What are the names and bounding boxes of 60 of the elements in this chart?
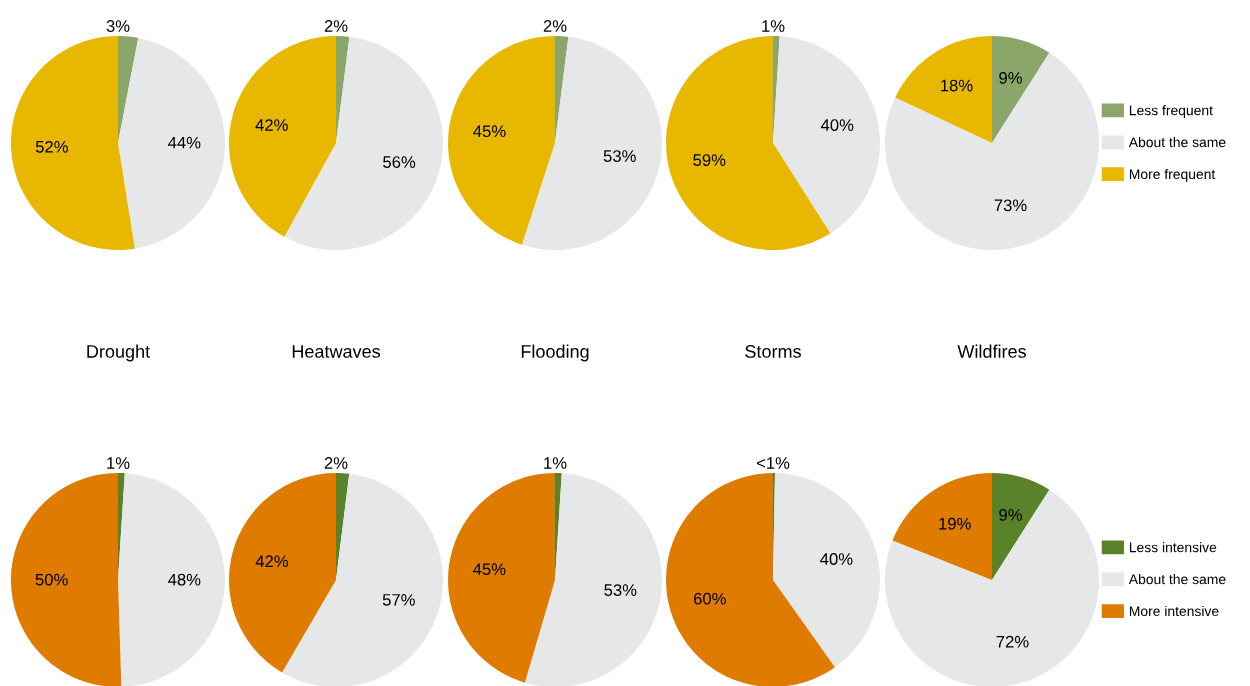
- pie-slice: [992, 473, 1050, 580]
- data-label: 2%: [324, 457, 348, 469]
- data-label: 60%: [693, 592, 726, 605]
- pie-slice: [892, 473, 992, 580]
- data-label: 42%: [255, 119, 288, 131]
- pie-slice: [229, 473, 336, 673]
- pie-slice: [448, 473, 555, 683]
- pie-slice: [521, 36, 662, 250]
- data-label: 42%: [255, 555, 289, 568]
- data-label: 50%: [35, 573, 68, 586]
- pie-slice: [118, 36, 139, 143]
- pie-slice: [885, 489, 1099, 686]
- data-label: 9%: [999, 71, 1022, 84]
- data-label: 72%: [996, 635, 1029, 648]
- text: Heatwaves: [292, 345, 381, 358]
- text: Drought: [87, 344, 150, 362]
- data-label: 44%: [168, 136, 201, 149]
- legend-label: More frequent: [1129, 168, 1216, 182]
- data-label: 18%: [941, 79, 973, 92]
- data-label: 40%: [820, 119, 854, 131]
- data-label: 45%: [473, 563, 506, 576]
- data-label: 52%: [35, 140, 68, 153]
- data-label: 9%: [999, 508, 1022, 521]
- legend-label: About the same: [1128, 573, 1226, 585]
- data-label: 53%: [604, 584, 637, 596]
- pie-slice: [448, 36, 555, 245]
- pie-slice: [118, 473, 225, 686]
- legend-label: Less intensive: [1129, 542, 1217, 553]
- legend-label: About the same: [1128, 136, 1226, 148]
- pie-slice: [885, 52, 1099, 250]
- data-label: 3%: [106, 20, 130, 32]
- text: Flooding: [521, 344, 589, 362]
- data-label: 40%: [820, 553, 853, 565]
- data-label: 19%: [939, 517, 971, 530]
- data-label: 59%: [693, 154, 726, 166]
- data-label: 48%: [168, 573, 201, 586]
- data-label: 73%: [994, 199, 1027, 212]
- data-label: 1%: [762, 20, 785, 32]
- pie-slice: [773, 36, 880, 234]
- data-label: 1%: [544, 457, 567, 469]
- data-label: 57%: [382, 594, 415, 606]
- data-label: 2%: [543, 20, 567, 32]
- data-label: 45%: [473, 125, 506, 138]
- pie-slice: [11, 473, 122, 686]
- data-label: 2%: [324, 20, 348, 32]
- data-label: 53%: [603, 150, 636, 162]
- pie-slice: [524, 473, 662, 686]
- legend-label: More intensive: [1129, 605, 1219, 617]
- data-label: 1%: [107, 457, 130, 469]
- text: Wildfires: [957, 344, 1026, 358]
- pie-slice: [773, 473, 880, 668]
- data-label: 56%: [383, 156, 416, 168]
- text: Storms: [745, 345, 801, 358]
- pie-slice: [229, 36, 336, 237]
- pie-slice: [11, 36, 135, 250]
- pie-slice: [118, 37, 225, 249]
- pie-slice: [895, 36, 992, 143]
- data-label: <1%: [756, 457, 790, 469]
- pie-slice: [992, 36, 1050, 143]
- legend-label: Less frequent: [1129, 105, 1213, 119]
